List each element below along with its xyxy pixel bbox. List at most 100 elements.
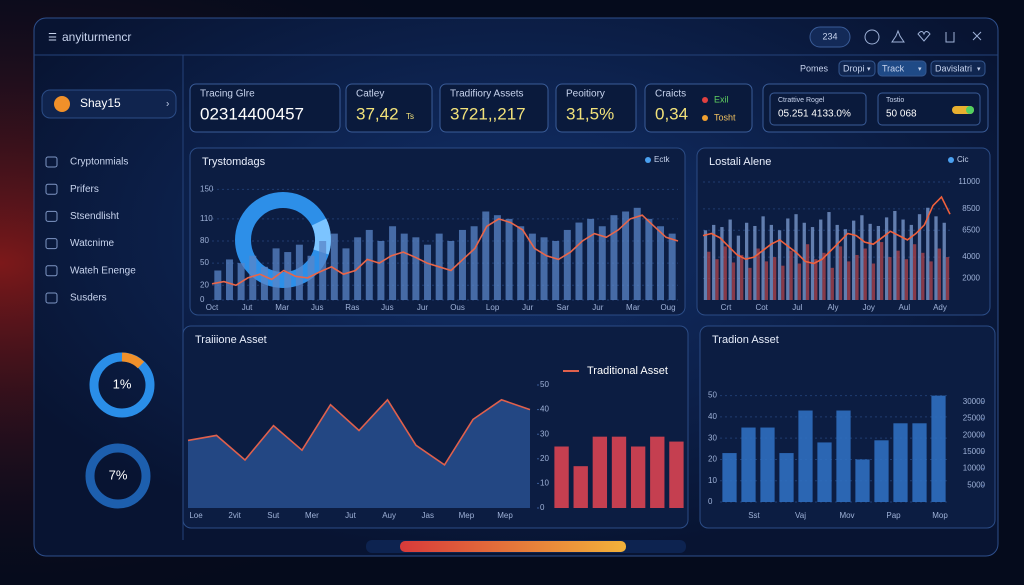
stat-unit: Ts (406, 112, 414, 121)
bar (814, 259, 818, 300)
donut-segment (121, 352, 145, 369)
toolbar-button[interactable] (838, 60, 876, 77)
bar (707, 251, 711, 300)
bar (769, 224, 773, 300)
bar (942, 222, 946, 300)
bar (736, 235, 741, 300)
y2-tick-label: 5000 (967, 480, 985, 489)
bar (805, 244, 810, 300)
stat-label: Tracing Glre (200, 89, 255, 100)
toolbar-item[interactable]: Pomes (800, 63, 829, 73)
toolbar-item[interactable]: Dropi (843, 63, 865, 73)
x-tick-label: Jut (345, 511, 356, 520)
y2-tick-label: 50 (540, 380, 549, 389)
menu-item[interactable]: Stsendlisht (70, 211, 119, 222)
y-tick-label: 20 (708, 455, 717, 464)
x-tick-label: Mov (839, 511, 854, 520)
x-tick-label: Jur (522, 303, 533, 312)
bar (377, 241, 385, 300)
legend-label: Traditional Asset (587, 365, 668, 377)
bar (817, 442, 832, 502)
bar (852, 220, 856, 300)
bar (779, 453, 794, 502)
bar (307, 255, 315, 300)
toolbar-item[interactable]: Track (882, 63, 905, 73)
x-tick-label: Ous (450, 303, 465, 312)
menu-item[interactable]: Susders (70, 293, 107, 304)
chevron[interactable]: › (166, 99, 169, 110)
x-tick-label: Loe (189, 511, 203, 520)
toolbar-button[interactable] (930, 60, 986, 77)
bar (798, 410, 813, 502)
bar (760, 427, 775, 502)
y-tick-label: 20 (200, 280, 209, 289)
stat-card (769, 92, 867, 126)
x-tick-label: Lop (486, 303, 500, 312)
x-tick-label: Cot (755, 303, 768, 312)
icon-bell[interactable] (891, 29, 905, 43)
bar (610, 215, 618, 300)
bar (876, 225, 881, 300)
bar (934, 216, 938, 300)
y2-tick-label: 25000 (963, 414, 986, 423)
bar (838, 246, 843, 300)
bar (669, 441, 684, 508)
dropdown-caret: ▾ (918, 66, 922, 73)
y2-tick-label: 10 (540, 479, 549, 488)
badge[interactable]: 234 (822, 31, 837, 41)
menu-item[interactable]: Wateh Enenge (70, 265, 136, 276)
y-tick-label: 110 (200, 214, 213, 223)
bar (843, 229, 848, 300)
icon-user[interactable] (945, 32, 955, 43)
badge-pill[interactable] (809, 26, 851, 48)
menu-icon[interactable]: ☰ (48, 33, 57, 44)
bar (863, 248, 867, 300)
bar (909, 224, 913, 300)
bar (225, 259, 233, 300)
toolbar-button[interactable] (877, 60, 927, 77)
bar (249, 255, 257, 300)
menu-icon (45, 292, 58, 304)
chart-title: Lostali Alene (709, 156, 771, 168)
user-chip[interactable] (41, 89, 177, 119)
scroll-thumb[interactable] (400, 541, 626, 552)
bar (470, 226, 478, 300)
bar (260, 266, 268, 300)
bar (587, 218, 595, 300)
x-tick-label: Jas (422, 511, 434, 520)
x-tick-label: Mar (626, 303, 640, 312)
bar (777, 230, 782, 300)
icon-close[interactable] (972, 31, 982, 41)
menu-item[interactable]: Cryptonmials (70, 157, 128, 168)
bar (722, 453, 737, 502)
bar (712, 224, 716, 300)
icon-settings[interactable] (864, 29, 880, 45)
bar (868, 223, 872, 300)
menu-item[interactable]: Prifers (70, 184, 99, 195)
stat-card (345, 83, 433, 133)
stat-value: 50 068 (886, 109, 917, 120)
bar (389, 226, 397, 300)
bar (552, 241, 560, 300)
stat-value: 02314400457 (200, 104, 304, 123)
x-tick-label: 2vit (228, 511, 241, 520)
y-tick-label: 80 (200, 236, 209, 245)
toolbar-item[interactable]: Davislatri (935, 63, 972, 73)
y2-tick-label: 40 (540, 405, 549, 414)
chart-title: Traiiione Asset (195, 334, 267, 346)
bar (573, 466, 588, 508)
line (702, 195, 951, 265)
bar (330, 233, 338, 300)
menu-item[interactable]: Watcnime (70, 238, 115, 249)
y-tick-label: 6500 (962, 225, 980, 234)
icon-heart[interactable] (917, 31, 931, 42)
bar (622, 211, 630, 300)
bitcoin-icon (54, 96, 70, 112)
bar (789, 250, 793, 300)
bar (781, 265, 785, 300)
bar (896, 250, 900, 300)
y-tick-label: 50 (708, 391, 717, 400)
legend-label: Cic (957, 155, 969, 164)
legend-dot (702, 115, 708, 121)
bar (912, 244, 917, 300)
